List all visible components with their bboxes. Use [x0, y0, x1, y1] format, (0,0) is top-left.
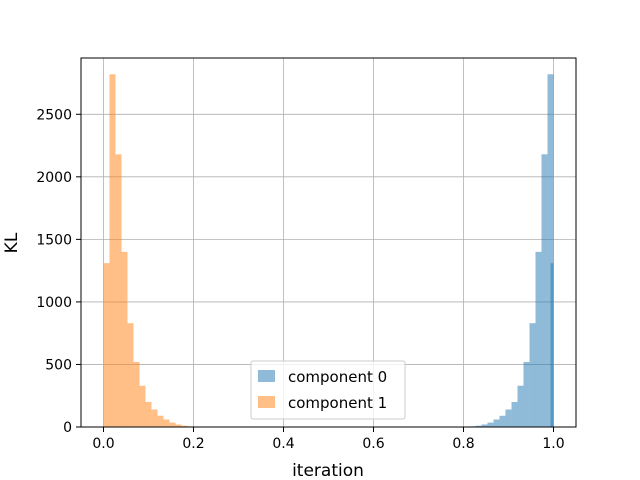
- legend-swatch-component-0: [258, 370, 275, 382]
- y-tick-label: 2000: [36, 170, 72, 186]
- series-component-1: [103, 74, 194, 427]
- histogram-bar: [133, 361, 140, 427]
- histogram-bar: [175, 424, 182, 427]
- y-tick-label: 1500: [36, 232, 72, 248]
- histogram-bar: [109, 74, 116, 427]
- x-tick-label: 0.4: [272, 436, 294, 452]
- bars-layer: [103, 74, 554, 427]
- histogram-bar: [103, 263, 110, 427]
- histogram-bar: [535, 251, 542, 427]
- x-tick-label: 0.8: [452, 436, 474, 452]
- histogram-bar: [541, 154, 548, 427]
- histogram-bar: [511, 401, 518, 427]
- y-tick-label: 0: [63, 420, 72, 436]
- histogram-bar: [505, 409, 512, 427]
- histogram-bar: [529, 323, 536, 427]
- grid-lines: [81, 58, 576, 428]
- histogram-bar: [145, 401, 152, 427]
- histogram-bar: [157, 415, 164, 427]
- histogram-bar: [487, 422, 494, 427]
- plot-frame: [80, 57, 577, 428]
- legend-swatch-component-1: [258, 396, 275, 408]
- histogram-bar: [499, 415, 506, 427]
- legend-label-component-1: component 1: [288, 394, 387, 412]
- x-tick-label: 0.0: [92, 436, 114, 452]
- histogram-bar: [127, 323, 134, 427]
- histogram-bar: [169, 422, 176, 427]
- legend-label-component-0: component 0: [288, 368, 387, 386]
- x-tick-label: 0.2: [182, 436, 204, 452]
- histogram-bar: [475, 425, 482, 427]
- x-axis-label: iteration: [292, 461, 364, 480]
- legend: component 0 component 1: [250, 360, 406, 420]
- histogram-bar: [493, 419, 500, 427]
- series-component-0: [463, 74, 554, 427]
- y-axis-ticks: 0 500 1000 1500 2000 2500: [36, 107, 81, 436]
- histogram-bar: [547, 74, 554, 427]
- histogram-bar: [115, 154, 122, 427]
- histogram-bar: [517, 385, 524, 427]
- y-axis-label: KL: [2, 232, 22, 253]
- histogram-bar: [163, 419, 170, 427]
- histogram-bar: [151, 409, 158, 427]
- y-tick-label: 500: [45, 357, 72, 373]
- legend-box: [250, 360, 406, 420]
- histogram-bar: [550, 263, 554, 427]
- x-tick-label: 1.0: [542, 436, 564, 452]
- histogram-bar: [481, 424, 488, 427]
- histogram-bar: [139, 385, 146, 427]
- y-tick-label: 2500: [36, 107, 72, 123]
- histogram-bar: [181, 425, 188, 427]
- histogram-bar: [523, 361, 530, 427]
- histogram-bar: [121, 251, 128, 427]
- x-axis-ticks: 0.0 0.2 0.4 0.6 0.8 1.0: [92, 427, 565, 452]
- x-tick-label: 0.6: [362, 436, 384, 452]
- y-tick-label: 1000: [36, 295, 72, 311]
